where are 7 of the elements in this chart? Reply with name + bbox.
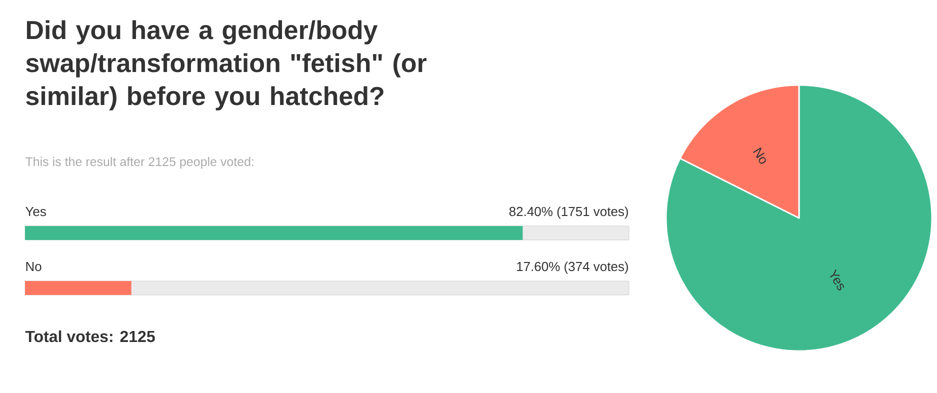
text: Total votes: 2125 <box>25 330 155 342</box>
slice-label: No <box>753 147 766 164</box>
chart-subtitle: This is the result after 2125 people voted: <box>26 156 254 169</box>
slice-label: Yes <box>830 268 844 290</box>
chart-title: Did you have a gender/body swap/transformation "fetish" (or similar) before you hatched? <box>26 20 426 110</box>
data-label: 82.40% (1751 votes) <box>509 206 628 219</box>
data-label: 17.60% (374 votes) <box>517 262 628 274</box>
